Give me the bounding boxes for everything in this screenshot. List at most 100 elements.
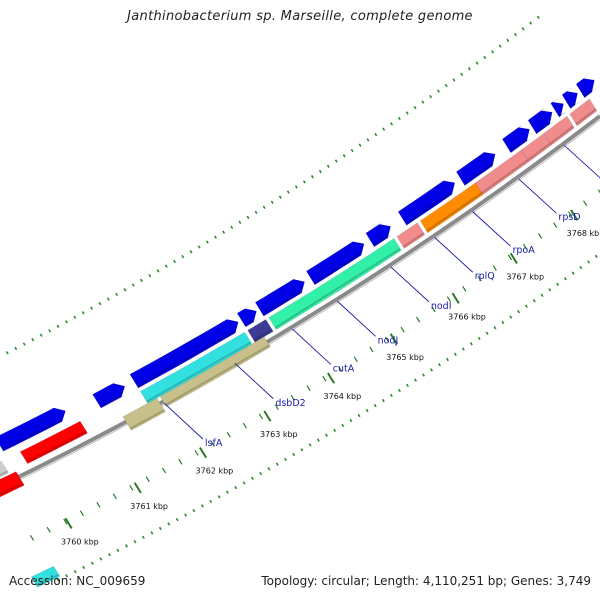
- cds-forward-icon-shade: [404, 191, 452, 225]
- inner-dotted-ring: [373, 403, 377, 408]
- inner-dotted-ring: [175, 517, 179, 522]
- inner-dotted-ring: [381, 398, 385, 403]
- gene-label[interactable]: rplQ: [475, 271, 495, 282]
- outer-dotted-ring: [382, 127, 386, 131]
- inner-dotted-ring: [349, 418, 353, 423]
- outer-dotted-ring: [148, 273, 152, 278]
- minor-tick: [369, 346, 374, 353]
- inner-dotted-ring: [524, 304, 528, 308]
- outer-dotted-ring: [310, 174, 314, 179]
- inner-dotted-ring: [184, 513, 188, 517]
- gene-label[interactable]: rpsD: [558, 212, 580, 223]
- tick-label: 3760 kbp: [61, 537, 99, 546]
- cds-category-block-shade: [426, 192, 483, 232]
- cds-category-block: [268, 238, 402, 331]
- minor-tick: [306, 385, 311, 392]
- outer-dotted-ring: [390, 122, 394, 126]
- minor-tick: [568, 211, 573, 218]
- inner-dotted-ring: [485, 331, 489, 335]
- cds-forward-icon: [550, 97, 567, 118]
- minor-tick: [431, 306, 436, 313]
- gene-label[interactable]: lsfA: [205, 438, 223, 449]
- cds-forward-icon: [305, 241, 365, 286]
- cds-forward-icon-shade: [313, 252, 361, 284]
- backbone-shadow: [1, 119, 600, 490]
- inner-dotted-ring: [579, 265, 583, 270]
- gene-label[interactable]: dsbD2: [275, 398, 305, 409]
- outer-dotted-ring: [358, 143, 362, 147]
- inner-dotted-ring: [73, 569, 77, 574]
- minor-tick: [446, 296, 452, 303]
- genome-stats-label: Topology: circular; Length: 4,110,251 bp…: [261, 574, 591, 588]
- outer-dotted-ring: [238, 220, 242, 225]
- minor-tick: [338, 366, 343, 372]
- gene-label[interactable]: nodJ: [378, 335, 399, 346]
- inner-dotted-ring: [333, 428, 337, 433]
- outer-dotted-ring: [513, 32, 517, 37]
- cds-forward-icon: [0, 407, 66, 452]
- inner-dotted-ring: [493, 326, 497, 330]
- inner-dotted-ring: [316, 438, 320, 442]
- inner-dotted-ring: [365, 408, 369, 413]
- major-tick: [389, 333, 398, 345]
- inner-dotted-ring: [501, 320, 505, 325]
- inner-dotted-ring: [250, 476, 254, 480]
- gene-label[interactable]: cutA: [333, 363, 355, 374]
- minor-tick: [46, 526, 51, 533]
- inner-dotted-ring: [325, 433, 328, 437]
- gene-label[interactable]: rpoA: [512, 245, 535, 256]
- cds-forward-icon: [501, 124, 531, 154]
- cds-reverse-icon: [0, 471, 25, 498]
- outer-dotted-ring: [334, 159, 338, 163]
- outer-dotted-ring: [156, 269, 160, 273]
- cds-reverse-icon: [159, 336, 271, 408]
- tick-label: 3764 kbp: [324, 392, 362, 401]
- inner-dotted-ring: [571, 271, 575, 275]
- major-tick: [570, 209, 579, 221]
- inner-dotted-ring: [461, 347, 465, 351]
- inner-dotted-ring: [200, 504, 204, 508]
- inner-dotted-ring: [141, 535, 145, 539]
- inner-dotted-ring: [107, 552, 111, 557]
- minor-tick: [145, 476, 150, 483]
- cds-forward-icon-shade: [568, 102, 575, 108]
- major-tick: [509, 252, 518, 264]
- backbone-line: [0, 114, 600, 488]
- cds-category-block-shade: [146, 341, 252, 403]
- major-tick: [451, 292, 460, 304]
- outer-dotted-ring: [342, 154, 346, 158]
- outer-dotted-ring: [366, 138, 370, 142]
- inner-dotted-ring: [217, 495, 221, 499]
- outer-dotted-ring: [205, 240, 209, 244]
- inner-dotted-ring: [90, 561, 94, 565]
- cds-forward-icon: [397, 180, 456, 226]
- cds-reverse-icon-shade: [164, 344, 270, 406]
- outer-dotted-ring: [131, 283, 135, 287]
- cds-forward-icon: [365, 221, 392, 248]
- tick-label: 3766 kbp: [448, 312, 486, 321]
- cds-forward-icon: [561, 87, 581, 109]
- outer-dotted-ring: [5, 351, 9, 355]
- outer-dotted-ring: [326, 164, 330, 168]
- cds-reverse-icon: [122, 397, 166, 431]
- map-title: Janthinobacterium sp. Marseille, complet…: [127, 9, 473, 24]
- tick-label: 3767 kbp: [506, 272, 544, 281]
- minor-tick: [538, 233, 543, 239]
- inner-dotted-ring: [99, 557, 103, 561]
- cds-category-block: [569, 98, 598, 127]
- outer-dotted-ring: [294, 185, 298, 189]
- gene-label[interactable]: nodI: [431, 301, 452, 312]
- outer-dotted-ring: [106, 297, 110, 301]
- outer-dotted-ring: [98, 301, 102, 306]
- cds-forward-icon-shade: [136, 330, 235, 388]
- minor-tick: [492, 265, 497, 271]
- cds-forward-icon-shade: [509, 138, 527, 152]
- minor-tick: [79, 510, 85, 517]
- inner-dotted-ring: [56, 578, 60, 582]
- inner-dotted-ring: [477, 336, 481, 341]
- minor-tick: [477, 275, 482, 282]
- cds-forward-icon-shade: [1, 418, 62, 451]
- gene-leader: [434, 237, 474, 273]
- outer-dotted-ring: [48, 329, 52, 333]
